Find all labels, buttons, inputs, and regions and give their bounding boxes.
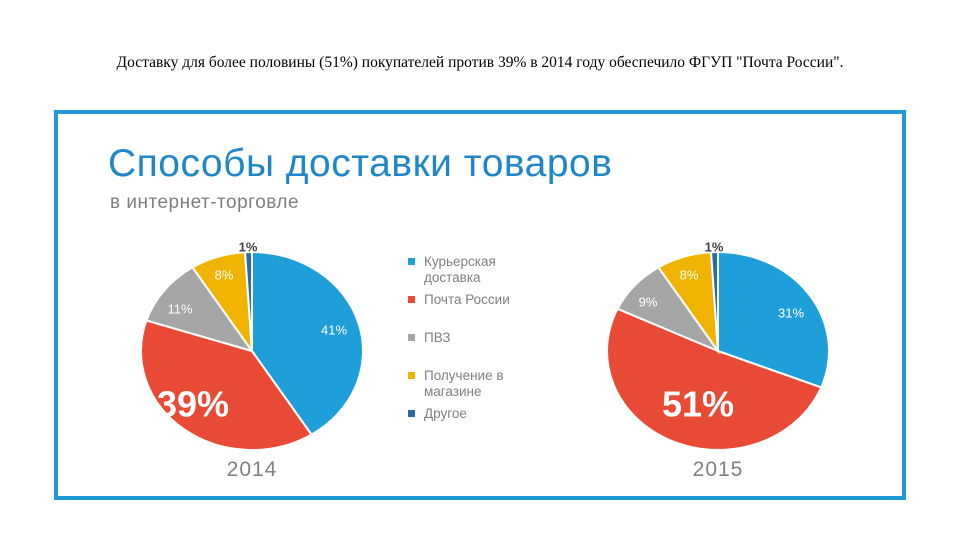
pie-charts: 41% 39% 11% 8% 1% 2014 31% 51% 9% 8% 1% 2015 (139, 239, 830, 481)
year-label: 2015 (693, 458, 744, 481)
legend-swatch-russian-post (408, 296, 415, 303)
legend-label: Курьерская доставка (424, 254, 496, 285)
slice-data-label: 8% (215, 267, 234, 282)
slice-data-label: 31% (778, 305, 804, 320)
chart-title: Способы доставки товаров (108, 142, 613, 185)
legend-swatch-in-store (408, 372, 415, 379)
slice-data-label: 41% (321, 322, 347, 337)
pie-slice-russian-post (139, 319, 313, 451)
year-label: 2014 (227, 458, 278, 481)
slice-data-label: 11% (167, 301, 192, 316)
page-caption: Доставку для более половины (51%) покупа… (116, 54, 844, 71)
pie-chart-2015: 31% 51% 9% 8% 1% 2015 (606, 239, 830, 481)
slice-data-label: 1% (239, 239, 258, 254)
pie-slice-courier (717, 250, 830, 389)
legend-label: Почта России (424, 292, 510, 307)
legend-swatch-courier (408, 258, 415, 265)
chart-subtitle: в интернет-торговле (110, 192, 300, 213)
pie-slice-russian-post (606, 307, 823, 451)
slice-data-label: 9% (639, 294, 658, 309)
highlight-data-label: 39% (157, 384, 229, 425)
legend-label: ПВЗ (424, 330, 451, 345)
legend-label: Получение в магазине (424, 368, 504, 399)
highlight-data-label: 51% (662, 384, 734, 425)
pie-slice-other (243, 250, 253, 352)
slice-data-label: 1% (705, 239, 724, 254)
legend-label: Другое (424, 406, 467, 421)
pie-slice-pickup-point (145, 266, 255, 353)
slice-data-label: 8% (680, 267, 699, 282)
legend-swatch-pickup-point (408, 334, 415, 341)
chart-panel: Способы доставки товаров в интернет-торг… (54, 110, 906, 500)
pie-slice-other (709, 250, 719, 352)
legend-swatch-other (408, 410, 415, 417)
pie-chart-2014: 41% 39% 11% 8% 1% 2014 (139, 239, 365, 481)
